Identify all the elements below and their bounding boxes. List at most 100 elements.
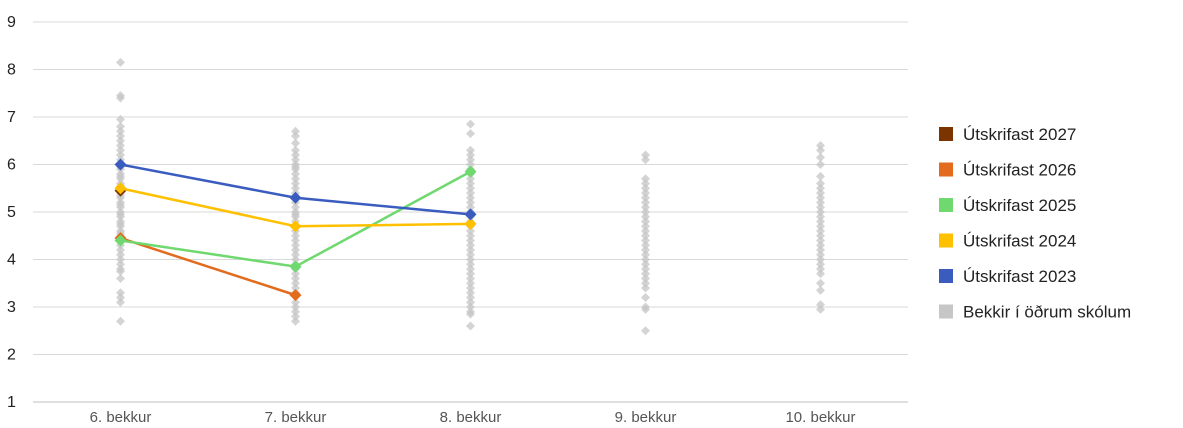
other-school-point [816, 212, 825, 222]
other-school-point [641, 304, 650, 314]
other-school-point [466, 245, 475, 255]
other-school-point [816, 285, 825, 295]
other-school-point [466, 240, 475, 250]
other-school-point [291, 179, 300, 188]
other-school-point [116, 174, 125, 184]
legend-label: Bekkir í öðrum skólum [963, 303, 1131, 322]
other-school-point [816, 141, 825, 150]
other-school-point [466, 129, 475, 139]
other-school-point [641, 326, 650, 336]
other-school-point [641, 269, 650, 279]
series-lines [114, 158, 477, 302]
other-school-point [466, 150, 475, 160]
series-point [289, 289, 302, 302]
other-school-point [116, 126, 125, 136]
other-school-point [291, 231, 300, 241]
other-school-point [816, 217, 825, 226]
series-point [114, 182, 127, 195]
other-school-point [641, 217, 650, 226]
y-tick-label: 4 [7, 252, 16, 269]
other-school-point [466, 250, 475, 260]
legend-swatch [939, 127, 953, 141]
other-school-point [466, 309, 475, 319]
other-school-point [816, 183, 825, 193]
other-school-point [466, 255, 475, 264]
other-school-point [641, 150, 650, 160]
other-school-point [466, 236, 475, 245]
other-school-point [291, 131, 300, 141]
other-school-point [116, 297, 125, 307]
other-school-point [641, 278, 650, 288]
other-school-point [816, 278, 825, 288]
x-tick-label: 10. bekkur [785, 409, 855, 426]
other-school-point [116, 274, 125, 283]
legend-swatch [939, 233, 953, 248]
other-school-point [116, 293, 125, 302]
other-school-point [816, 221, 825, 231]
other-school-point [116, 93, 125, 103]
other-school-point [291, 312, 300, 321]
x-tick-label: 7. bekkur [265, 409, 327, 426]
other-school-point [291, 212, 300, 222]
legend: Útskrifast 2027 Útskrifast 2026 Útskrifast… [939, 125, 1131, 322]
other-school-point [816, 226, 825, 236]
legend-label: Útskrifast 2025 [963, 196, 1076, 215]
other-school-point [291, 250, 300, 260]
y-tick-label: 9 [7, 14, 16, 31]
y-tick-label: 5 [7, 204, 16, 221]
other-school-point [816, 304, 825, 314]
other-school-point [816, 160, 825, 169]
other-school-point [816, 250, 825, 260]
other-school-point [641, 193, 650, 203]
other-school-point [116, 245, 125, 255]
other-school-point [641, 198, 650, 207]
other-school-point [816, 264, 825, 274]
other-school-point [466, 193, 475, 203]
other-school-point [116, 266, 125, 276]
y-tick-label: 7 [7, 109, 16, 126]
x-tick-label: 8. bekkur [440, 409, 502, 426]
other-school-point [116, 122, 125, 131]
other-school-point [816, 198, 825, 207]
other-school-point [466, 174, 475, 184]
other-school-point [116, 136, 125, 146]
other-school-point [466, 302, 475, 312]
other-school-point [291, 164, 300, 174]
series-point [289, 260, 302, 273]
other-school-point [291, 138, 300, 148]
other-school-point [291, 236, 300, 245]
other-school-point [466, 155, 475, 165]
legend-swatch [939, 269, 953, 283]
other-school-point [291, 283, 300, 293]
other-school-point [816, 207, 825, 217]
other-school-point [466, 231, 475, 241]
other-school-point [641, 283, 650, 293]
other-school-point [466, 179, 475, 188]
other-school-point [641, 212, 650, 222]
other-school-point [466, 226, 475, 236]
other-school-point [641, 274, 650, 283]
legend-label: Útskrifast 2024 [963, 232, 1076, 251]
other-school-point [466, 264, 475, 274]
other-school-point [466, 321, 475, 331]
other-school-point [816, 255, 825, 264]
other-school-point [291, 278, 300, 288]
other-school-point [291, 240, 300, 250]
legend-swatch [939, 162, 953, 177]
other-school-point [291, 155, 300, 165]
other-school-point [816, 188, 825, 198]
other-school-point [116, 141, 125, 150]
other-school-point [641, 231, 650, 241]
other-school-point [641, 202, 650, 212]
other-school-point [291, 183, 300, 193]
other-school-point [291, 307, 300, 317]
other-school-point [116, 202, 125, 212]
other-school-point [816, 202, 825, 212]
other-school-point [816, 300, 825, 310]
y-tick-label: 1 [7, 394, 16, 411]
other-school-point [116, 57, 125, 67]
other-school-point [466, 293, 475, 302]
other-school-point [116, 288, 125, 298]
other-schools-scatter [116, 57, 825, 336]
